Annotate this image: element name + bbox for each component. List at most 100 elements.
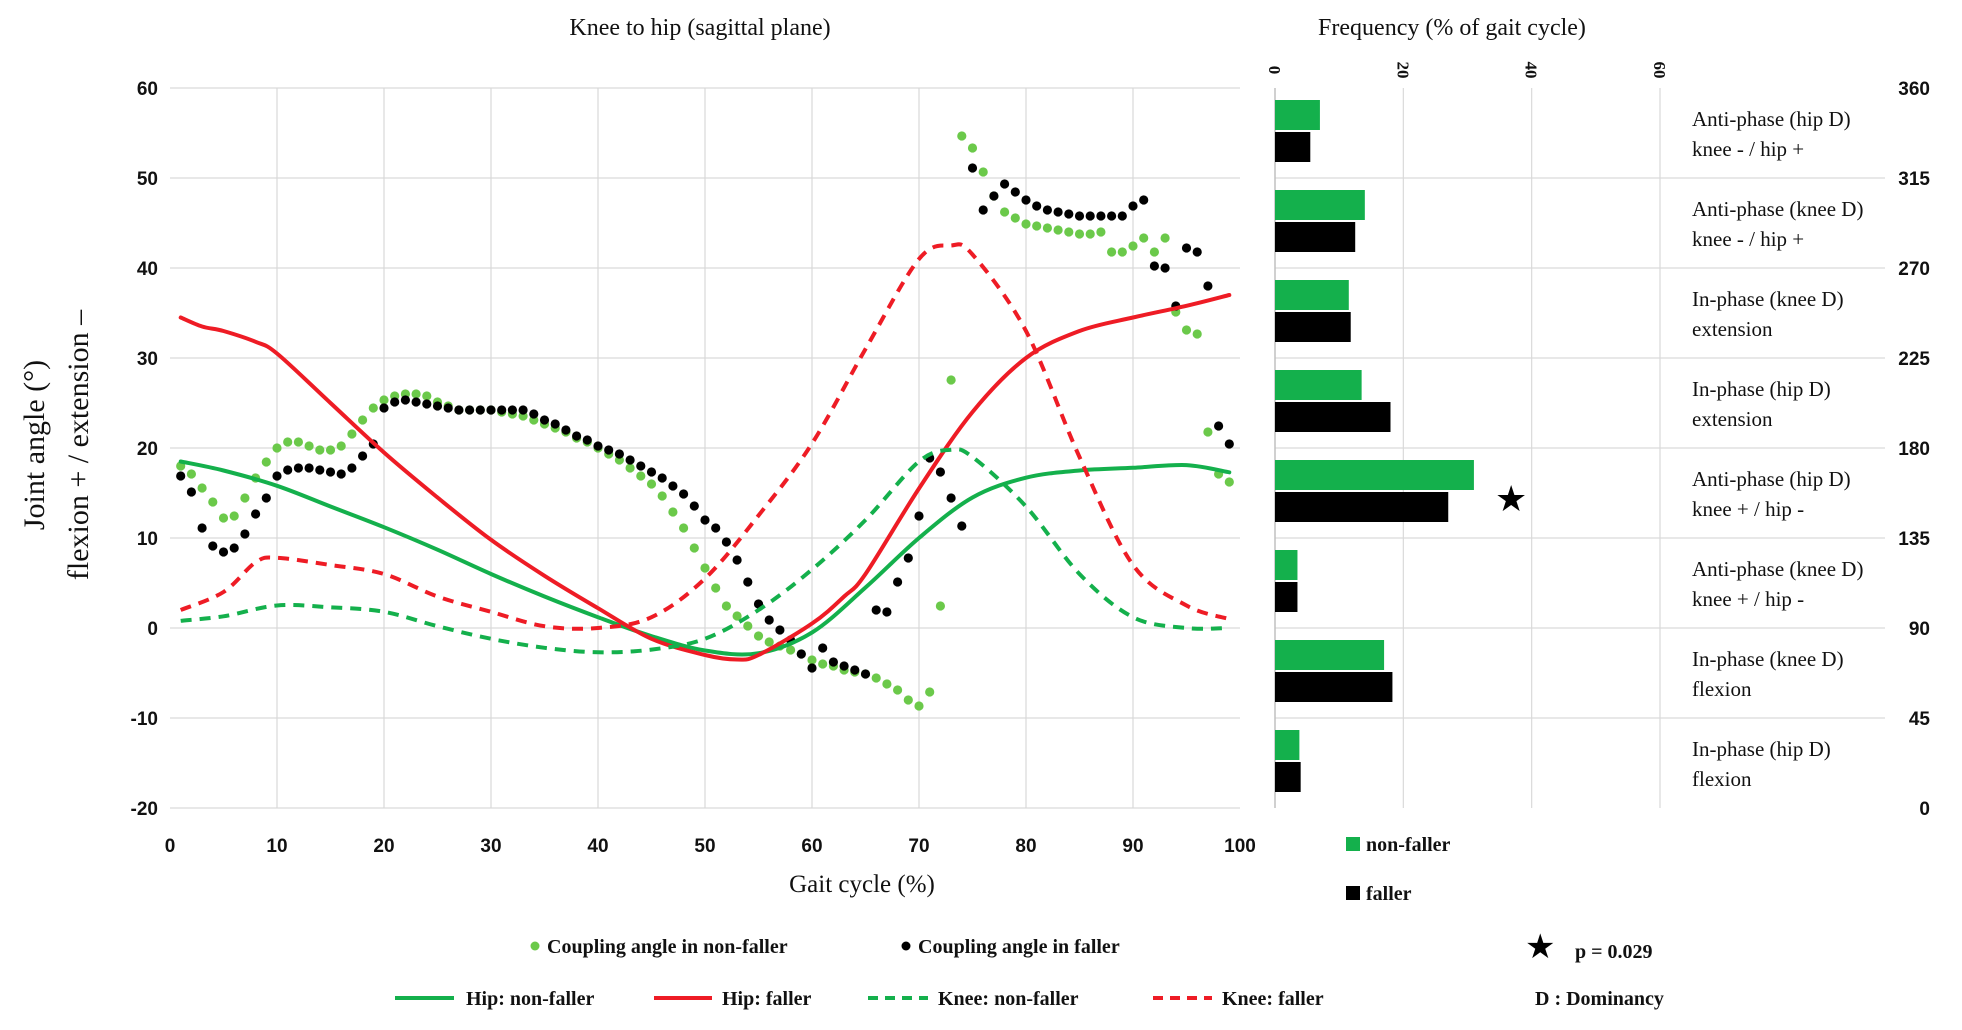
bar-faller [1275,492,1449,522]
coupling-point [614,449,625,459]
legend-label-knee-faller: Knee: faller [1222,988,1324,1010]
coupling-point [1160,263,1170,273]
coupling-point [422,391,432,401]
coupling-point [208,497,218,507]
bar-category-sublabel: flexion [1692,767,1752,791]
coupling-point [432,401,443,411]
coupling-point [1224,477,1234,487]
bar-category-label: In-phase (hip D) [1692,737,1831,761]
coupling-point [497,405,507,415]
coupling-point [1192,247,1202,257]
bar-category-label: In-phase (knee D) [1692,287,1844,311]
coupling-point [914,511,924,521]
coupling-point [550,419,560,429]
legend-label-non-faller: non-faller [1366,834,1451,856]
coupling-point [636,461,646,471]
coupling-point [657,473,667,483]
coupling-point [561,425,571,435]
x-tick-label: 70 [908,836,929,857]
coupling-point [700,515,710,525]
coupling-point [657,491,667,501]
coupling-point [828,657,839,667]
coupling-point [625,455,635,465]
coupling-point [646,467,657,477]
series-coupling-angle-in-faller [176,163,1234,679]
knee-hip-line-chart: Knee to hip (sagittal plane) -20 -10 0 10 20… [18,15,1930,898]
x-tick-label: 100 [1224,836,1256,857]
coupling-point [1000,207,1010,217]
bar-faller [1275,402,1391,432]
coupling-point [732,555,742,565]
coupling-point [1096,211,1106,221]
x-tick-label: 60 [801,836,822,857]
coupling-point [1085,229,1095,239]
coupling-point [1010,213,1020,223]
series-line-knee-non-faller [180,447,1230,655]
coupling-point [529,409,539,419]
coupling-point [1149,261,1159,271]
coupling-point [1117,211,1127,221]
coupling-point [593,441,603,451]
coupling-point [935,467,946,477]
coupling-point [668,481,678,491]
coupling-point [1000,179,1010,189]
coupling-point [1181,325,1192,335]
coupling-point [679,489,689,499]
right-y-tick-label: 45 [1909,709,1931,730]
dominancy-note: D : Dominancy [1535,988,1664,1010]
y-tick-label: -10 [131,709,158,730]
bar-x-tick-label: 60 [1650,62,1669,79]
y-axis-label: Joint angle (°) [18,360,51,530]
coupling-point [711,583,721,593]
coupling-point [358,451,368,461]
coupling-point [1107,211,1117,221]
coupling-point [1053,225,1063,235]
coupling-point [882,607,892,617]
coupling-point [1192,329,1202,339]
coupling-point [839,661,849,671]
bar-faller [1275,672,1393,702]
coupling-point [358,415,368,425]
coupling-point [732,611,742,621]
bar-category-sublabel: knee - / hip + [1692,227,1804,251]
y-tick-label: -20 [131,799,158,820]
coupling-point [764,615,774,625]
bar-category-label: Anti-phase (hip D) [1692,467,1851,491]
x-tick-label: 30 [480,836,501,857]
coupling-point [721,601,732,611]
x-tick-label: 50 [694,836,715,857]
legend-dot-coupling-faller [901,941,911,951]
coupling-point [465,405,475,415]
bar-category-label: Anti-phase (hip D) [1692,107,1851,131]
y-tick-label: 50 [137,169,158,190]
coupling-point [935,601,946,611]
x-tick-label: 80 [1015,836,1036,857]
coupling-point [1107,247,1117,257]
bar-category-label: In-phase (knee D) [1692,647,1844,671]
bar-category-label: Anti-phase (knee D) [1692,557,1863,581]
coupling-point [1203,427,1213,437]
coupling-point [1032,201,1042,211]
coupling-point [625,463,635,473]
coupling-point [325,445,336,455]
coupling-point [229,543,239,553]
bar-non-faller [1275,370,1362,400]
chart-title: Knee to hip (sagittal plane) [569,15,830,41]
coupling-point [871,605,881,615]
y-tick-label: 20 [137,439,158,460]
coupling-point [1010,187,1020,197]
coupling-point [1160,233,1170,243]
coupling-point [893,685,903,695]
coupling-point [261,493,271,503]
coupling-point [186,469,196,479]
coupling-point [293,437,303,447]
coupling-point [1128,241,1138,251]
coupling-point [1085,211,1095,221]
bar-non-faller [1275,550,1298,580]
coupling-point [1042,205,1052,215]
significance-p-value: p = 0.029 [1575,941,1653,963]
coupling-point [743,577,753,587]
coupling-point [347,429,357,439]
coupling-point [325,467,336,477]
coupling-point [507,405,517,415]
